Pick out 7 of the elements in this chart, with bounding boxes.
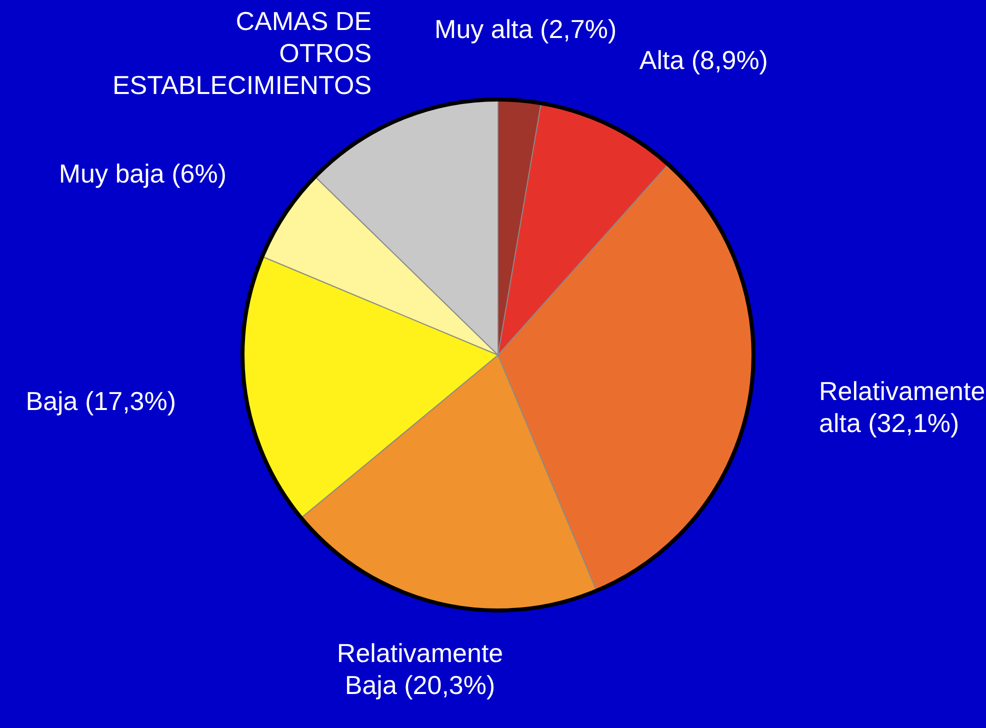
slice-label: Relativamente Baja (20,3%) (336, 638, 504, 700)
slice-label: Baja (17,3%) (26, 386, 176, 416)
slice-label: Relativamente alta (32,1%) (819, 376, 986, 438)
slice-label: Alta (8,9%) (639, 44, 768, 75)
slice-label: CAMAS DE OTROS ESTABLECIMIENTOS (112, 6, 372, 100)
slice-label: Muy alta (2,7%) (434, 14, 617, 44)
slice-label: Muy baja (6%) (58, 158, 227, 189)
